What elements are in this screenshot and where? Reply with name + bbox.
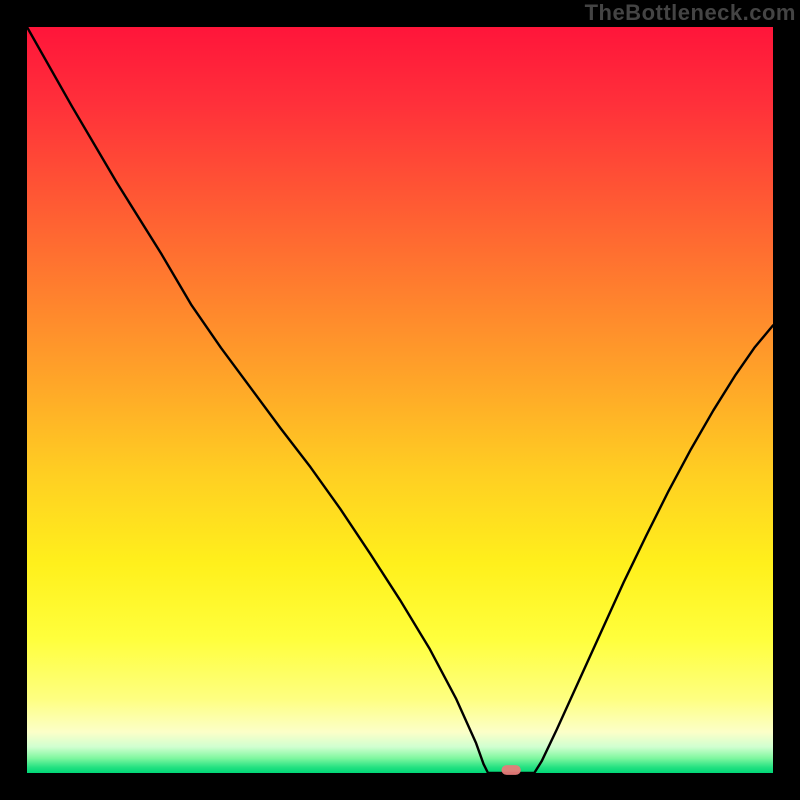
- plot-background: [27, 27, 773, 773]
- optimal-marker: [501, 765, 520, 775]
- watermark-label: TheBottleneck.com: [585, 0, 796, 26]
- chart-container: TheBottleneck.com: [0, 0, 800, 800]
- chart-svg: [0, 0, 800, 800]
